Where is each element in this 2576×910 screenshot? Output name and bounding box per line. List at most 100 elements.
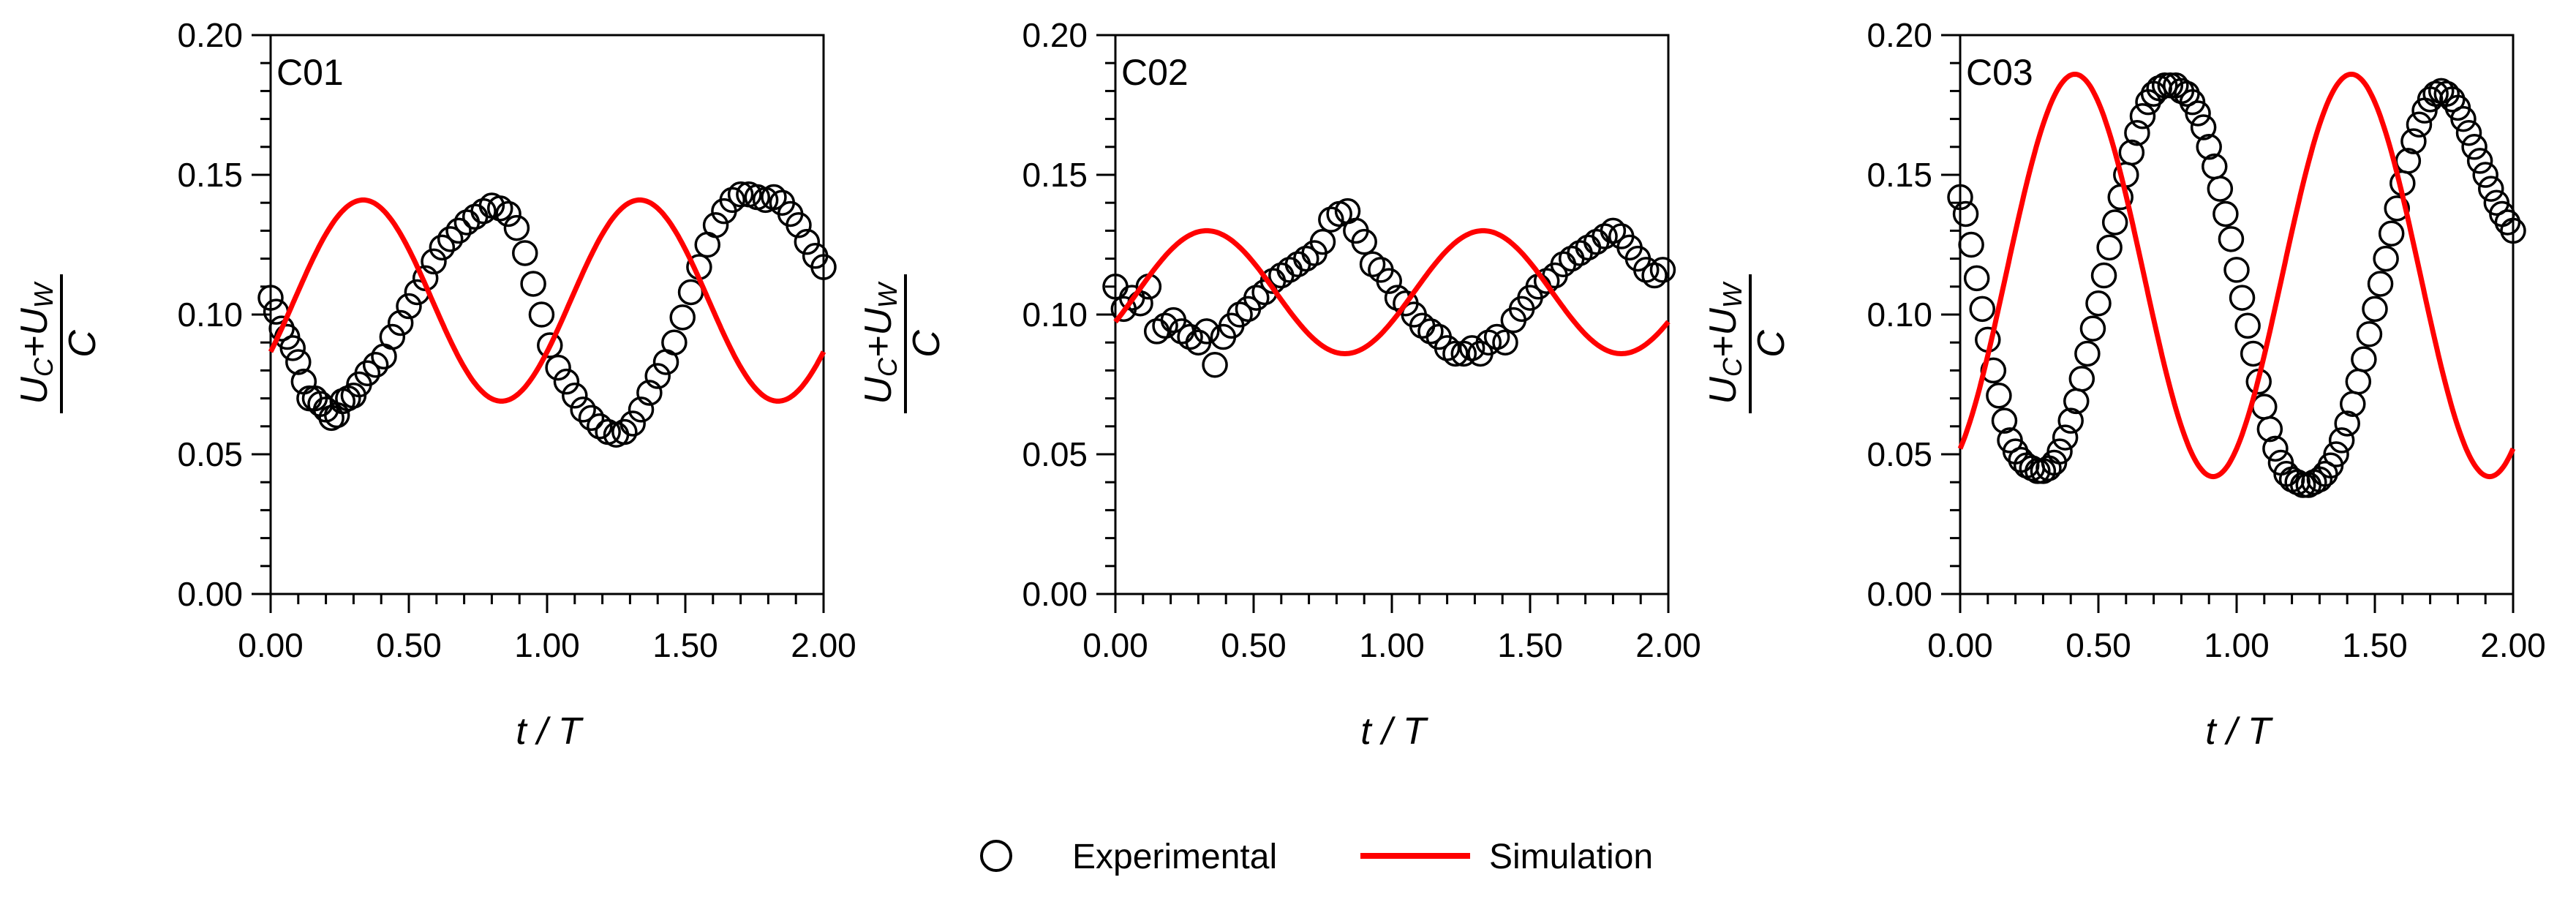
- experimental-point: [2450, 105, 2477, 132]
- experimental-point: [1592, 223, 1618, 249]
- legend-experimental-marker: [980, 840, 1012, 872]
- experimental-point: [1947, 184, 1973, 211]
- experimental-point: [257, 285, 284, 311]
- y-tick-label: 0.15: [177, 156, 243, 194]
- experimental-point: [2384, 195, 2410, 222]
- y-tick-label: 0.10: [1867, 296, 1932, 334]
- experimental-point: [512, 240, 538, 266]
- experimental-point: [285, 349, 312, 375]
- x-tick-label: 0.00: [1082, 626, 1148, 664]
- experimental-point: [2455, 119, 2482, 146]
- x-tick-label: 2.00: [2480, 626, 2546, 664]
- experimental-point: [1376, 268, 1402, 294]
- experimental-point: [2218, 226, 2245, 252]
- experimental-point: [2196, 134, 2222, 160]
- x-tick-label: 0.00: [1927, 626, 1993, 664]
- experimental-point: [2345, 368, 2372, 395]
- panel-label: C03: [1966, 52, 2033, 93]
- experimental-point: [1284, 251, 1311, 277]
- simulation-line: [1113, 228, 1671, 357]
- experimental-point: [702, 212, 729, 238]
- y-tick-label: 0.05: [1022, 435, 1088, 473]
- experimental-point: [1458, 335, 1485, 361]
- experimental-point: [1969, 296, 1995, 323]
- experimental-point: [611, 418, 638, 445]
- experimental-point: [279, 335, 306, 361]
- experimental-point: [2500, 217, 2526, 244]
- x-axis-title: t / T: [1360, 710, 1428, 753]
- experimental-point: [2046, 438, 2073, 465]
- panel-c02: C02 UC+UW C 0.00 0.05 0.10 0.15 0.20 0.00 0.50…: [857, 16, 1701, 753]
- experimental-point: [1475, 329, 1502, 356]
- legend: Experimental Simulation: [980, 838, 1653, 876]
- experimental-point: [1193, 318, 1220, 345]
- experimental-point: [1202, 352, 1228, 378]
- experimental-point: [1558, 245, 1585, 272]
- experimental-point: [396, 293, 422, 320]
- experimental-point: [528, 301, 555, 328]
- experimental-point: [445, 217, 472, 244]
- experimental-point: [268, 315, 295, 342]
- x-tick-label: 1.00: [514, 626, 580, 664]
- experimental-point: [2439, 86, 2466, 113]
- experimental-point: [619, 410, 646, 437]
- experimental-point: [2207, 176, 2234, 202]
- x-axis-title: t / T: [516, 710, 584, 753]
- experimental-point: [628, 396, 655, 423]
- y-tick-label: 0.20: [1022, 16, 1088, 54]
- y-axis-numerator: UC+UW: [857, 281, 903, 404]
- experimental-point: [537, 332, 563, 358]
- x-tick-label: 1.00: [1359, 626, 1425, 664]
- y-axis-numerator: UC+UW: [13, 281, 59, 404]
- y-tick-label: 0.20: [177, 16, 243, 54]
- experimental-point: [2223, 257, 2250, 283]
- panel-c01: C01 UC+UW C 0.00 0.05 0.10 0.15 0.20 0.00 0.50…: [13, 16, 856, 753]
- experimental-point: [1268, 262, 1295, 289]
- experimental-point: [553, 368, 580, 395]
- plot-area: 0.00 0.05 0.10 0.15 0.20 0.00 0.50 1.00 1.50 2.00: [177, 16, 856, 664]
- experimental-point: [1483, 323, 1510, 350]
- x-axis-title: t / T: [2205, 710, 2273, 753]
- experimental-point: [1533, 268, 1560, 294]
- experimental-point: [2096, 234, 2123, 261]
- y-axis-denominator: C: [1750, 330, 1793, 358]
- experimental-point: [786, 212, 812, 238]
- experimental-point: [421, 248, 447, 275]
- experimental-point: [1417, 318, 1444, 345]
- x-tick-label: 0.50: [2065, 626, 2131, 664]
- experimental-point: [1442, 340, 1469, 367]
- plot-area: 0.00 0.05 0.10 0.15 0.20 0.00 0.50 1.00 1.50 2.00: [1022, 16, 1701, 664]
- experimental-point: [2251, 394, 2278, 420]
- experimental-point: [2090, 262, 2117, 289]
- experimental-point: [1276, 257, 1303, 283]
- experimental-point: [1600, 217, 1627, 244]
- y-tick-label: 0.15: [1867, 156, 1932, 194]
- experimental-point: [2323, 441, 2349, 467]
- y-tick-label: 0.10: [177, 296, 243, 334]
- experimental-point: [503, 214, 530, 241]
- legend-experimental-label: Experimental: [1072, 838, 1277, 876]
- experimental-point: [1986, 383, 2012, 409]
- experimental-point: [2478, 176, 2504, 202]
- experimental-point: [2328, 427, 2355, 454]
- experimental-point: [727, 181, 754, 208]
- experimental-point: [1583, 228, 1610, 255]
- experimental-point: [2190, 114, 2217, 140]
- y-tick-label: 0.00: [177, 575, 243, 613]
- y-axis-denominator: C: [905, 330, 948, 358]
- experimental-point: [2124, 119, 2150, 146]
- experimental-point: [761, 184, 787, 211]
- experimental-point: [1309, 228, 1336, 255]
- experimental-point: [810, 254, 837, 280]
- experimental-point: [429, 234, 456, 261]
- experimental-point: [437, 226, 464, 252]
- experimental-point: [2400, 128, 2427, 154]
- experimental-point: [636, 380, 663, 406]
- experimental-point: [1958, 231, 1984, 258]
- experimental-point: [2461, 134, 2488, 160]
- experimental-point: [2174, 80, 2200, 107]
- experimental-point: [2466, 148, 2493, 174]
- x-tick-label: 0.50: [376, 626, 442, 664]
- experimental-point: [2068, 366, 2095, 392]
